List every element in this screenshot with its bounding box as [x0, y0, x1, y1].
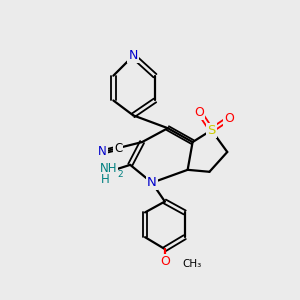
Text: N: N — [128, 50, 138, 62]
Text: CH₃: CH₃ — [183, 259, 202, 269]
Text: H: H — [101, 173, 110, 186]
Text: O: O — [195, 106, 205, 119]
Text: S: S — [207, 124, 216, 137]
Text: O: O — [224, 112, 234, 125]
Text: N: N — [98, 146, 107, 158]
Text: NH: NH — [100, 162, 117, 175]
Text: N: N — [147, 176, 157, 189]
Text: C: C — [114, 142, 122, 154]
Text: O: O — [160, 256, 170, 268]
Text: 2: 2 — [117, 170, 123, 179]
